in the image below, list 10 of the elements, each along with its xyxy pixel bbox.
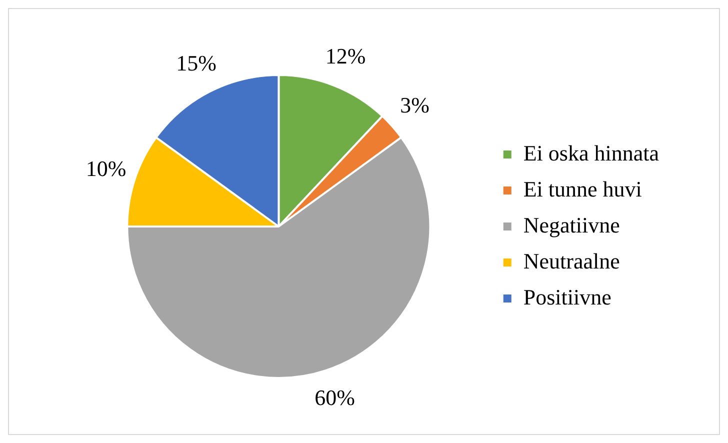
- data-label: 10%: [86, 156, 126, 182]
- legend-label: Positiivne: [523, 284, 612, 310]
- data-label: 15%: [176, 50, 216, 76]
- legend-label: Neutraalne: [523, 248, 620, 274]
- data-label: 60%: [314, 384, 355, 410]
- data-label: 12%: [325, 44, 366, 69]
- data-label: 3%: [400, 92, 430, 118]
- legend-label: Ei oska hinnata: [523, 140, 660, 166]
- legend-label: Negatiivne: [523, 212, 620, 238]
- legend-label: Ei tunne huvi: [523, 176, 642, 202]
